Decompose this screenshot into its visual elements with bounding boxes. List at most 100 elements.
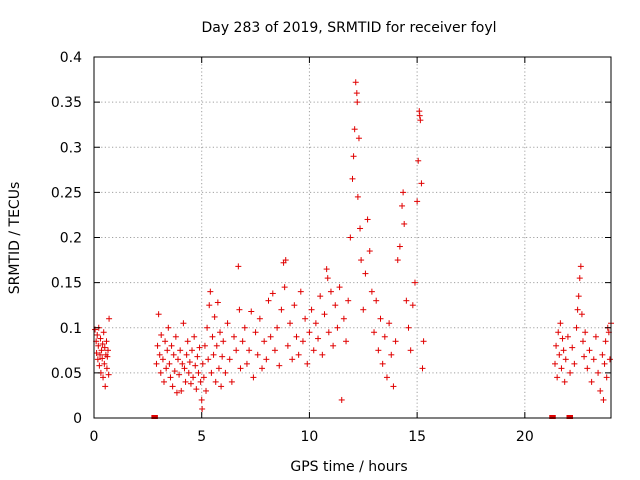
data-point (105, 347, 112, 354)
zero-data-point (152, 415, 158, 419)
data-point (210, 351, 217, 358)
data-point (259, 365, 266, 372)
data-point (241, 324, 248, 331)
data-point (179, 360, 186, 367)
data-point (157, 369, 164, 376)
data-point (555, 329, 562, 336)
data-point (312, 320, 319, 327)
data-point (176, 371, 183, 378)
data-point (354, 193, 361, 200)
data-point (265, 297, 272, 304)
data-point (106, 315, 113, 322)
data-point (405, 324, 412, 331)
data-point (584, 365, 591, 372)
zero-data-point (550, 415, 556, 419)
data-point (388, 351, 395, 358)
data-point (409, 302, 416, 309)
data-point (599, 351, 606, 358)
data-point (237, 365, 244, 372)
data-point (327, 288, 334, 295)
y-tick-label: 0.2 (60, 231, 82, 247)
y-tick-label: 0.35 (51, 95, 82, 111)
data-point (284, 342, 291, 349)
data-point (392, 338, 399, 345)
data-point (373, 297, 380, 304)
data-point (170, 351, 177, 358)
data-point (274, 324, 281, 331)
data-point (371, 329, 378, 336)
data-point (338, 396, 345, 403)
data-point (182, 378, 189, 385)
data-point (101, 344, 108, 351)
data-point (554, 374, 561, 381)
data-point (362, 270, 369, 277)
data-point (99, 340, 106, 347)
data-point (183, 351, 190, 358)
data-point (162, 338, 169, 345)
data-point (198, 396, 205, 403)
data-point (178, 387, 185, 394)
data-point (226, 356, 233, 363)
data-point (330, 342, 337, 349)
data-point (415, 157, 422, 164)
data-point (99, 355, 106, 362)
data-point (575, 293, 582, 300)
data-point (93, 350, 100, 357)
data-point (364, 216, 371, 223)
data-point (236, 306, 243, 313)
data-point (386, 320, 393, 327)
data-point (306, 329, 313, 336)
data-point (220, 338, 227, 345)
data-point (559, 335, 566, 342)
y-tick-label: 0.05 (51, 366, 82, 382)
data-point (248, 308, 255, 315)
data-point (102, 383, 109, 390)
data-point (603, 374, 610, 381)
data-point (199, 360, 206, 367)
data-point (564, 333, 571, 340)
data-point (267, 333, 274, 340)
y-axis-label: SRMTID / TECUs (7, 182, 23, 295)
data-point (98, 347, 105, 354)
data-point (172, 333, 179, 340)
data-point (168, 342, 175, 349)
data-point (419, 365, 426, 372)
data-point (558, 365, 565, 372)
data-point (243, 360, 250, 367)
data-point (94, 331, 101, 338)
data-point (595, 369, 602, 376)
data-point (217, 329, 224, 336)
data-point (200, 374, 207, 381)
data-point (581, 353, 588, 360)
data-point (159, 356, 166, 363)
data-point (601, 360, 608, 367)
data-point (394, 257, 401, 264)
data-point (302, 315, 309, 322)
data-point (308, 306, 315, 313)
data-point (208, 369, 215, 376)
data-point (190, 374, 197, 381)
data-point (562, 356, 569, 363)
data-point (195, 369, 202, 376)
grid-lines (94, 57, 611, 418)
data-point (185, 369, 192, 376)
data-point (375, 347, 382, 354)
data-point (418, 180, 425, 187)
data-point (104, 353, 111, 360)
data-point (355, 135, 362, 142)
data-point (347, 234, 354, 241)
data-point (602, 338, 609, 345)
y-tick-label: 0.3 (60, 140, 82, 156)
data-point (231, 333, 238, 340)
data-point (94, 356, 101, 363)
data-point (206, 302, 213, 309)
data-point (349, 175, 356, 182)
data-point (269, 290, 276, 297)
data-point (379, 360, 386, 367)
x-tick-labels: 0 5 10 15 20 (90, 429, 534, 445)
data-point (368, 288, 375, 295)
data-point (209, 333, 216, 340)
data-point (557, 320, 564, 327)
data-point (215, 365, 222, 372)
data-point (103, 365, 110, 372)
